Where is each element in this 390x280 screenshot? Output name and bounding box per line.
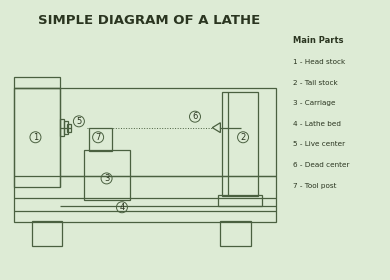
Bar xyxy=(60,119,64,136)
Text: 2 - Tail stock: 2 - Tail stock xyxy=(293,80,338,86)
Bar xyxy=(32,221,62,246)
Bar xyxy=(89,128,112,151)
Bar xyxy=(83,150,129,200)
Bar xyxy=(14,88,60,187)
Text: 4: 4 xyxy=(119,203,124,212)
Bar xyxy=(14,77,60,88)
Text: 6 - Dead center: 6 - Dead center xyxy=(293,162,349,168)
Bar xyxy=(218,195,262,206)
Bar xyxy=(220,221,251,246)
Text: 5 - Live center: 5 - Live center xyxy=(293,141,345,147)
Bar xyxy=(64,122,68,134)
Text: 1: 1 xyxy=(33,133,38,142)
Text: 3: 3 xyxy=(104,174,109,183)
Text: 5: 5 xyxy=(76,117,82,126)
Bar xyxy=(67,123,71,132)
Bar xyxy=(222,92,259,196)
Polygon shape xyxy=(212,123,220,133)
Text: SIMPLE DIAGRAM OF A LATHE: SIMPLE DIAGRAM OF A LATHE xyxy=(38,14,260,27)
Text: 1 - Head stock: 1 - Head stock xyxy=(293,59,345,65)
Text: 4 - Lathe bed: 4 - Lathe bed xyxy=(293,121,341,127)
Text: 2: 2 xyxy=(240,133,246,142)
Text: 3 - Carriage: 3 - Carriage xyxy=(293,100,335,106)
Text: Main Parts: Main Parts xyxy=(293,36,344,45)
Text: 7: 7 xyxy=(96,133,101,142)
Text: 7 - Tool post: 7 - Tool post xyxy=(293,183,337,188)
Text: 6: 6 xyxy=(192,112,198,121)
Bar xyxy=(14,88,276,222)
